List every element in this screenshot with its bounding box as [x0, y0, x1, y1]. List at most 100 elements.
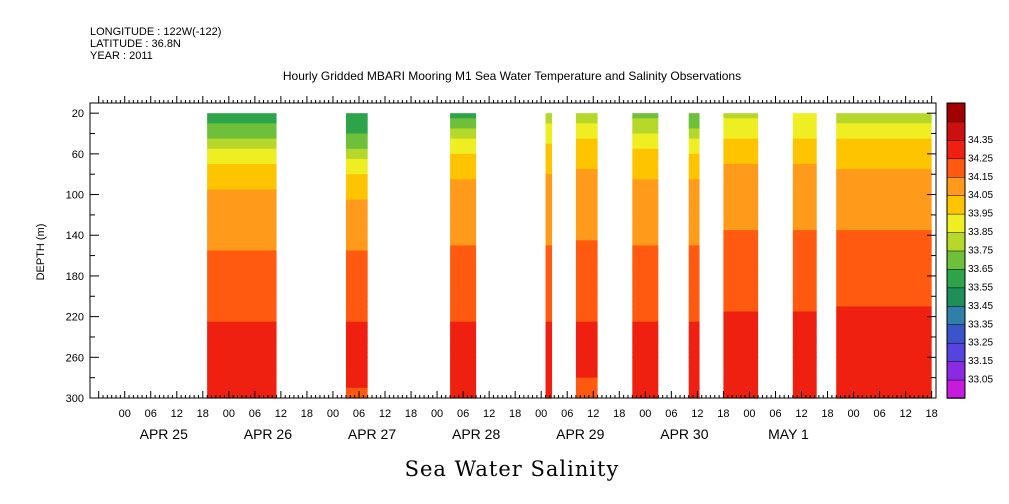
salinity-cell	[545, 347, 553, 353]
salinity-cell	[792, 148, 817, 155]
salinity-cell	[792, 331, 817, 338]
colorbar-swatch	[946, 121, 966, 141]
salinity-cell	[836, 214, 932, 221]
salinity-cell	[450, 367, 477, 379]
x-day-label: APR 28	[452, 426, 500, 442]
salinity-cell	[575, 301, 598, 308]
salinity-cell	[688, 128, 700, 135]
salinity-cell	[575, 377, 598, 389]
salinity-cell	[450, 270, 477, 277]
colorbar-swatch	[946, 342, 966, 362]
salinity-cell	[688, 316, 700, 323]
salinity-cell	[632, 321, 659, 328]
salinity-cell	[792, 209, 817, 216]
salinity-cell	[688, 230, 700, 236]
salinity-cell	[545, 169, 553, 175]
colorbar-swatch	[946, 268, 966, 289]
salinity-cell	[345, 230, 368, 236]
colorbar-swatch	[946, 176, 966, 196]
x-day-label: APR 30	[660, 426, 708, 442]
salinity-cell	[545, 286, 553, 292]
x-axis: 00 06 12 18 00 06 12 18 00 06 12 18 00 06 12 18 00 06 12 18…	[98, 96, 938, 442]
colorbar-swatch	[946, 324, 966, 344]
salinity-cell	[792, 164, 817, 170]
x-hour-label: 06	[249, 408, 261, 420]
salinity-cell	[632, 296, 659, 302]
salinity-cell	[345, 164, 368, 170]
x-day-label: APR 25	[140, 426, 188, 442]
salinity-cell	[450, 311, 477, 318]
salinity-cell	[207, 275, 277, 282]
x-hour-label: 06	[353, 408, 365, 420]
salinity-cell	[545, 128, 553, 135]
salinity-cell	[450, 245, 477, 252]
salinity-cell	[575, 281, 598, 287]
salinity-cell	[450, 164, 477, 170]
colorbar-level-label: 33.95	[968, 209, 993, 220]
x-hour-label: 18	[821, 408, 833, 420]
salinity-cell	[575, 148, 598, 155]
salinity-cell	[632, 118, 659, 124]
y-axis-label: DEPTH (m)	[35, 224, 47, 281]
salinity-cell	[792, 133, 817, 140]
salinity-cell	[836, 377, 932, 389]
salinity-cell	[836, 164, 932, 170]
salinity-cell	[345, 169, 368, 175]
salinity-cell	[723, 321, 759, 328]
salinity-cell	[632, 204, 659, 211]
salinity-cell	[836, 357, 932, 369]
salinity-cell	[207, 133, 277, 140]
salinity-cell	[545, 189, 553, 196]
salinity-cell	[575, 357, 598, 369]
salinity-cell	[632, 331, 659, 338]
contour-fill-layer	[207, 113, 932, 399]
salinity-cell	[575, 214, 598, 221]
salinity-cell	[345, 199, 368, 206]
salinity-cell	[632, 179, 659, 185]
salinity-cell	[207, 204, 277, 211]
salinity-cell	[836, 184, 932, 191]
salinity-cell	[450, 260, 477, 267]
salinity-cell	[688, 199, 700, 206]
salinity-cell	[450, 133, 477, 140]
salinity-cell	[575, 113, 598, 119]
salinity-cell	[723, 296, 759, 302]
salinity-cell	[575, 219, 598, 226]
salinity-cell	[792, 286, 817, 292]
salinity-cell	[792, 387, 817, 399]
salinity-cell	[207, 387, 277, 399]
salinity-cell	[545, 377, 553, 389]
salinity-cell	[836, 204, 932, 211]
salinity-cell	[450, 148, 477, 155]
salinity-cell	[688, 158, 700, 165]
x-hour-label: 06	[665, 408, 677, 420]
salinity-cell	[723, 286, 759, 292]
salinity-cell	[723, 306, 759, 313]
salinity-cell	[792, 301, 817, 308]
salinity-cell	[345, 148, 368, 155]
salinity-cell	[632, 158, 659, 165]
plot-border	[89, 102, 937, 399]
salinity-cell	[207, 184, 277, 191]
salinity-cell	[836, 270, 932, 277]
salinity-cell	[545, 250, 553, 257]
salinity-cell	[792, 113, 817, 119]
salinity-cell	[207, 347, 277, 353]
salinity-cell	[723, 336, 759, 343]
salinity-cell	[345, 367, 368, 379]
salinity-cell	[688, 240, 700, 247]
salinity-cell	[207, 260, 277, 267]
salinity-cell	[345, 311, 368, 318]
salinity-cell	[792, 245, 817, 252]
salinity-cell	[345, 174, 368, 180]
x-hour-label: 18	[509, 408, 521, 420]
salinity-cell	[792, 250, 817, 257]
salinity-cell	[575, 245, 598, 252]
salinity-cell	[688, 250, 700, 257]
salinity-cell	[545, 240, 553, 247]
salinity-cell	[792, 377, 817, 389]
salinity-cell	[723, 194, 759, 201]
salinity-cell	[792, 189, 817, 196]
salinity-cell	[345, 153, 368, 160]
